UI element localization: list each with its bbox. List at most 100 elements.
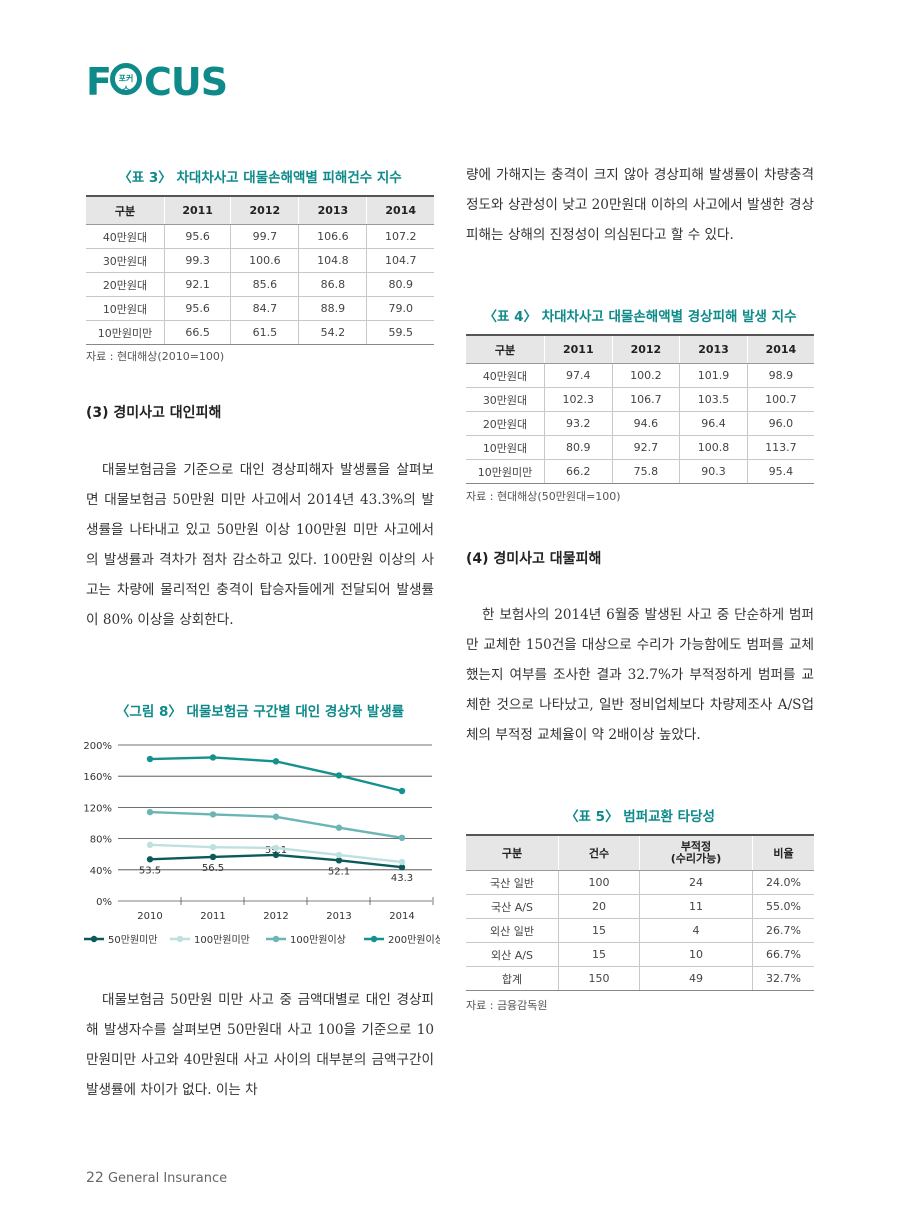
- data-point: [398, 787, 406, 795]
- table5-source: 자료 : 금융감독원: [466, 999, 548, 1012]
- data-point: [272, 851, 280, 859]
- table3-row: 30만원대 99.3 100.6 104.8 104.7: [86, 248, 434, 273]
- logo-letter-f: F: [86, 60, 112, 104]
- legend-label: 50만원미만: [108, 934, 158, 946]
- table3-cell: 100.6: [230, 248, 299, 273]
- table3-cell: 88.9: [298, 296, 367, 321]
- table3-cell: 59.5: [366, 320, 434, 345]
- table4-header: 2013: [679, 334, 748, 364]
- data-label: 43.3: [391, 873, 413, 884]
- table4-cell: 94.6: [611, 411, 680, 436]
- body-paragraph-left-1: 대물보험금을 기준으로 대인 경상피해자 발생률을 살펴보면 대물보험금 50만…: [86, 462, 434, 628]
- table4-source: 자료 : 현대해상(50만원대=100): [466, 490, 621, 503]
- logo-letters-cus: CUS: [144, 60, 228, 104]
- table3-cell: 80.9: [366, 272, 434, 297]
- table3-header: 2012: [230, 195, 299, 225]
- x-tick-label: 2014: [389, 911, 414, 922]
- table3-cell: 95.6: [163, 224, 231, 249]
- table4-cell: 103.5: [679, 387, 748, 412]
- section4-heading: (4) 경미사고 대물피해: [466, 551, 602, 567]
- table5-cell: 26.7%: [752, 918, 814, 943]
- table4-cell: 66.2: [544, 459, 613, 484]
- body-paragraph-left-2: 대물보험금 50만원 미만 사고 중 금액대별로 대인 경상피해 발생자수를 살…: [86, 992, 434, 1098]
- table3-cell: 106.6: [298, 224, 367, 249]
- table5-cell: 150: [558, 966, 640, 991]
- table4-cell: 92.7: [611, 435, 680, 460]
- table3-cell: 104.7: [366, 248, 434, 273]
- data-point: [209, 843, 217, 851]
- data-point: [209, 811, 217, 818]
- table4-cell: 90.3: [679, 459, 748, 484]
- table5-cell: 20: [558, 894, 640, 919]
- table5-header-inappropriate: 부적정 (수리가능): [639, 834, 753, 871]
- table4-cell: 93.2: [544, 411, 613, 436]
- table5-cell: 32.7%: [752, 966, 814, 991]
- table5-header-line2: (수리가능): [670, 852, 722, 865]
- table5-row: 외산 일반 15 4 26.7%: [466, 918, 814, 943]
- table5-header-row: 구분 건수 부적정 (수리가능) 비율: [466, 834, 814, 871]
- table3-cell: 20만원대: [86, 272, 165, 297]
- table3: 구분 2011 2012 2013 2014 40만원대 95.6 99.7 106.…: [86, 195, 434, 345]
- data-label: 53.5: [139, 865, 161, 876]
- table5-cell: 국산 A/S: [466, 894, 559, 919]
- table5: 구분 건수 부적정 (수리가능) 비율 국산 일반 100 24 24.0% 국산 A/…: [466, 834, 814, 991]
- x-tick-label: 2013: [326, 911, 351, 922]
- table4-cell: 100.7: [746, 387, 814, 412]
- logo-ring: 포커스: [110, 63, 142, 95]
- table5-cell: 외산 A/S: [466, 942, 559, 967]
- table4-cell: 30만원대: [466, 387, 545, 412]
- table4-caption: 〈표 4〉 차대차사고 대물손해액별 경상피해 발생 지수: [483, 309, 797, 325]
- table4-header: 구분: [466, 334, 545, 364]
- x-tick-label: 2012: [263, 911, 288, 922]
- body-paragraph-right-1: 량에 가해지는 충격이 크지 않아 경상피해 발생률이 차량충격정도와 상관성이…: [466, 167, 814, 243]
- table3-source: 자료 : 현대해상(2010=100): [86, 350, 225, 363]
- table3-cell: 86.8: [298, 272, 367, 297]
- table4-cell: 106.7: [611, 387, 680, 412]
- table4-cell: 10만원대: [466, 435, 545, 460]
- y-tick-label: 120%: [83, 803, 112, 814]
- table5-cell: 4: [639, 918, 753, 943]
- table5-cell: 100: [558, 870, 640, 895]
- data-point: [272, 844, 280, 852]
- data-point: [398, 858, 406, 866]
- table5-cell: 합계: [466, 966, 559, 991]
- table4-row: 30만원대 102.3 106.7 103.5 100.7: [466, 387, 814, 412]
- table3-cell: 10만원미만: [86, 320, 165, 345]
- legend-marker: [272, 935, 280, 943]
- legend-label: 100만원이상: [290, 934, 346, 946]
- table5-cell: 55.0%: [752, 894, 814, 919]
- table3-cell: 54.2: [298, 320, 367, 345]
- table4-cell: 20만원대: [466, 411, 545, 436]
- section3-heading: (3) 경미사고 대인피해: [86, 405, 222, 421]
- table4-cell: 40만원대: [466, 363, 545, 388]
- data-point: [209, 754, 217, 761]
- data-point: [335, 851, 343, 859]
- table3-header-row: 구분 2011 2012 2013 2014: [86, 195, 434, 225]
- table4-cell: 80.9: [544, 435, 613, 460]
- table4-header-row: 구분 2011 2012 2013 2014: [466, 334, 814, 364]
- y-tick-label: 160%: [83, 772, 112, 783]
- chart-title: 〈그림 8〉 대물보험금 구간별 대인 경상자 발생률: [115, 704, 405, 720]
- table4-header: 2011: [544, 334, 613, 364]
- table5-cell: 10: [639, 942, 753, 967]
- legend-label: 100만원미만: [194, 934, 250, 946]
- table4-header: 2012: [611, 334, 680, 364]
- table4-cell: 96.4: [679, 411, 748, 436]
- data-point: [209, 853, 217, 861]
- legend-marker: [176, 935, 184, 943]
- data-point: [335, 772, 343, 779]
- table4-cell: 75.8: [611, 459, 680, 484]
- table5-cell: 국산 일반: [466, 870, 559, 895]
- table5-cell: 24: [639, 870, 753, 895]
- table3-row: 10만원대 95.6 84.7 88.9 79.0: [86, 296, 434, 321]
- table3-header: 2013: [298, 195, 367, 225]
- table4-cell: 10만원미만: [466, 459, 545, 484]
- table3-cell: 85.6: [230, 272, 299, 297]
- table4-cell: 101.9: [679, 363, 748, 388]
- legend-label: 200만원이상: [388, 934, 440, 946]
- data-label: 56.5: [202, 863, 224, 874]
- table4-header: 2014: [746, 334, 814, 364]
- table4: 구분 2011 2012 2013 2014 40만원대 97.4 100.2 101…: [466, 334, 814, 484]
- table5-header-line1: 부적정: [680, 840, 712, 853]
- y-tick-label: 40%: [90, 866, 112, 877]
